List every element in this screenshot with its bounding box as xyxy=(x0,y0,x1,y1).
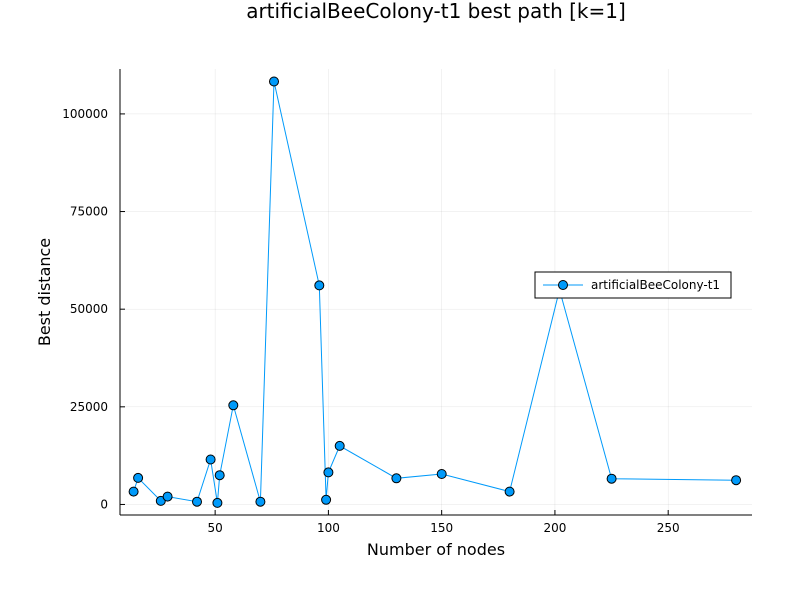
data-point xyxy=(128,486,139,497)
legend: artificialBeeColony-t1 xyxy=(534,271,732,299)
y-tick-label: 75000 xyxy=(70,205,108,219)
y-tick-label: 50000 xyxy=(70,302,108,316)
data-point xyxy=(192,496,202,507)
data-point xyxy=(731,475,742,486)
x-tick-label: 200 xyxy=(543,521,566,535)
x-ticks: 50 100 150 200 250 xyxy=(207,510,680,535)
data-point xyxy=(269,76,279,87)
x-tick-label: 50 xyxy=(207,521,222,535)
y-ticks: 0 25000 50000 75000 100000 xyxy=(62,107,125,511)
data-point xyxy=(504,486,515,497)
y-tick-label: 25000 xyxy=(70,400,108,414)
legend-label: artificialBeeColony-t1 xyxy=(591,278,720,292)
data-point xyxy=(255,496,266,507)
data-point xyxy=(321,494,332,505)
axes xyxy=(119,69,752,516)
x-axis-label: Number of nodes xyxy=(367,540,505,559)
data-point xyxy=(323,467,334,478)
data-point xyxy=(205,454,216,465)
data-point xyxy=(133,472,144,483)
data-point xyxy=(212,497,223,508)
y-tick-label: 0 xyxy=(100,497,108,511)
legend-marker xyxy=(558,280,568,290)
data-point xyxy=(314,280,325,291)
x-tick-label: 250 xyxy=(657,521,680,535)
data-point xyxy=(436,469,447,479)
data-point xyxy=(606,473,617,484)
x-tick-label: 150 xyxy=(430,521,453,535)
data-point xyxy=(391,473,402,484)
data-point xyxy=(334,440,345,451)
y-tick-label: 100000 xyxy=(62,107,108,121)
x-tick-label: 100 xyxy=(317,521,340,535)
data-point xyxy=(228,400,239,411)
series-layer xyxy=(128,76,742,508)
y-axis-label: Best distance xyxy=(35,238,54,346)
chart-title: artificialBeeColony-t1 best path [k=1] xyxy=(246,0,626,23)
data-point xyxy=(214,470,225,481)
data-point xyxy=(162,491,173,502)
